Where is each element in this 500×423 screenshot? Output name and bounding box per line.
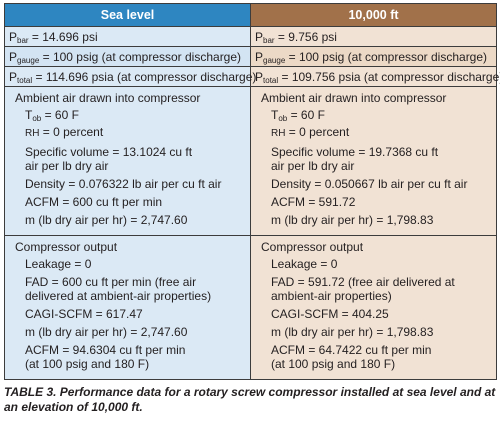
acfm-line: ACFM = 600 cu ft per min <box>25 195 163 209</box>
density-line: Density = 0.050667 lb air per cu ft air <box>271 177 468 191</box>
mass-flow-line: m (lb dry air per hr) = 1,798.83 <box>271 325 434 339</box>
leakage-line: Leakage = 0 <box>25 257 92 271</box>
cagi-scfm-line: CAGI-SCFM = 617.47 <box>25 307 143 321</box>
alt-output-cell: Compressor output Leakage = 0 FAD = 591.… <box>250 235 497 380</box>
sea-output-cell: Compressor output Leakage = 0 FAD = 600 … <box>4 235 251 380</box>
leakage-line: Leakage = 0 <box>271 257 338 271</box>
output-acfm-line: ACFM = 94.6304 cu ft per min (at 100 psi… <box>25 343 186 371</box>
output-heading: Compressor output <box>261 240 364 254</box>
tob-line: Tob = 60 F <box>271 108 325 123</box>
mass-flow-line: m (lb dry air per hr) = 1,798.83 <box>271 213 434 227</box>
sea-ptotal-cell: Ptotal = 114.696 psia (at compressor dis… <box>4 66 256 87</box>
table-row: Pgauge = 100 psig (at compressor dischar… <box>4 46 497 67</box>
rh-line: RH = 0 percent <box>25 125 104 139</box>
specific-volume-line: Specific volume = 19.7368 cu ft air per … <box>271 145 439 173</box>
alt-pbar-cell: Pbar = 9.756 psi <box>250 26 497 47</box>
sea-pgauge-cell: Pgauge = 100 psig (at compressor dischar… <box>4 46 251 67</box>
table-header-row: Sea level 10,000 ft <box>4 3 497 27</box>
acfm-line: ACFM = 591.72 <box>271 195 356 209</box>
alt-ptotal-cell: Ptotal = 109.756 psia (at compressor dis… <box>250 66 500 87</box>
table-row: Ptotal = 114.696 psia (at compressor dis… <box>4 66 500 87</box>
output-acfm-line: ACFM = 64.7422 cu ft per min (at 100 psi… <box>271 343 432 371</box>
mass-flow-line: m (lb dry air per hr) = 2,747.60 <box>25 213 188 227</box>
sea-ambient-cell: Ambient air drawn into compressor Tob = … <box>4 86 251 236</box>
compressor-output-row: Compressor output Leakage = 0 FAD = 600 … <box>4 235 497 380</box>
mass-flow-line: m (lb dry air per hr) = 2,747.60 <box>25 325 188 339</box>
fad-line: FAD = 591.72 (free air delivered at ambi… <box>271 275 455 303</box>
table-row: Pbar = 14.696 psi Pbar = 9.756 psi <box>4 26 497 47</box>
ambient-air-row: Ambient air drawn into compressor Tob = … <box>4 86 497 236</box>
performance-table: Sea level 10,000 ft Pbar = 14.696 psi Pb… <box>4 3 500 380</box>
ambient-heading: Ambient air drawn into compressor <box>15 91 201 105</box>
sea-pbar-cell: Pbar = 14.696 psi <box>4 26 251 47</box>
rh-line: RH = 0 percent <box>271 125 350 139</box>
alt-pgauge-cell: Pgauge = 100 psig (at compressor dischar… <box>250 46 497 67</box>
altitude-header: 10,000 ft <box>250 3 497 27</box>
output-heading: Compressor output <box>15 240 118 254</box>
tob-line: Tob = 60 F <box>25 108 79 123</box>
cagi-scfm-line: CAGI-SCFM = 404.25 <box>271 307 389 321</box>
sea-level-header: Sea level <box>4 3 251 27</box>
specific-volume-line: Specific volume = 13.1024 cu ft air per … <box>25 145 193 173</box>
density-line: Density = 0.076322 lb air per cu ft air <box>25 177 222 191</box>
ambient-heading: Ambient air drawn into compressor <box>261 91 447 105</box>
fad-line: FAD = 600 cu ft per min (free air delive… <box>25 275 212 303</box>
table-caption: TABLE 3. Performance data for a rotary s… <box>4 385 496 414</box>
alt-ambient-cell: Ambient air drawn into compressor Tob = … <box>250 86 497 236</box>
